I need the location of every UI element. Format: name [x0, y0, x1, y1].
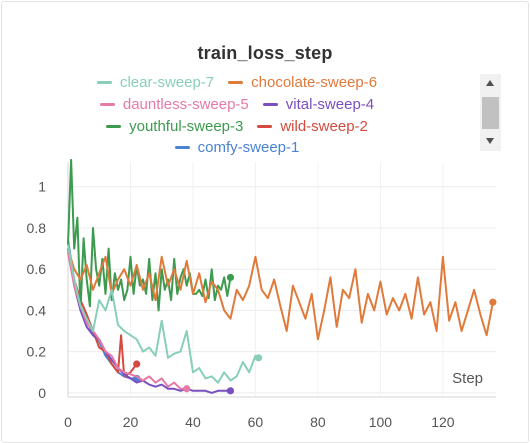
x-tick-label: 100	[369, 414, 393, 430]
y-tick-label: 0.6	[27, 261, 47, 277]
y-tick-label: 0	[38, 385, 46, 401]
series-endpoint-vital-sweep-4	[227, 387, 234, 394]
x-tick-label: 120	[431, 414, 455, 430]
series-endpoint-wild-sweep-2	[133, 360, 140, 367]
axes: 0 0.2 0.4 0.6 0.8 1 0 20 40 60 80 100 120	[27, 162, 496, 430]
x-tick-label: 80	[310, 414, 326, 430]
y-tick-label: 0.2	[27, 344, 47, 360]
series-endpoint-youthful-sweep-3	[227, 274, 234, 281]
x-tick-label: 60	[248, 414, 264, 430]
y-tick-label: 0.8	[27, 220, 47, 236]
y-tick-label: 1	[38, 179, 46, 195]
x-tick-label: 40	[185, 414, 201, 430]
series-endpoint-clear-sweep-7	[255, 354, 262, 361]
y-tick-label: 0.4	[27, 302, 47, 318]
x-axis-label: Step	[452, 370, 483, 387]
x-tick-label: 20	[123, 414, 139, 430]
series-endpoint-chocolate-sweep-6	[489, 299, 496, 306]
series-endpoint-dauntless-sweep-5	[183, 385, 190, 392]
x-tick-label: 0	[64, 414, 72, 430]
series-lines	[68, 160, 496, 395]
